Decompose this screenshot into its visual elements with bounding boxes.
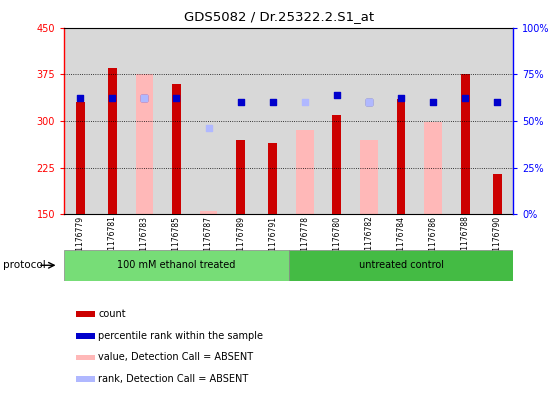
Bar	[397, 99, 406, 214]
Point	[76, 95, 85, 101]
Point	[268, 99, 277, 105]
Bar	[76, 333, 95, 339]
Point	[108, 95, 117, 101]
Text: value, Detection Call = ABSENT: value, Detection Call = ABSENT	[98, 353, 253, 362]
Text: rank, Detection Call = ABSENT: rank, Detection Call = ABSENT	[98, 374, 248, 384]
Text: percentile rank within the sample: percentile rank within the sample	[98, 331, 263, 341]
Bar	[417, 28, 449, 214]
Text: protocol: protocol	[3, 260, 46, 270]
Bar	[333, 115, 341, 214]
Bar	[296, 130, 314, 214]
Bar	[76, 376, 95, 382]
Bar	[289, 28, 321, 214]
Point	[140, 95, 149, 101]
Bar	[64, 250, 289, 281]
Point	[461, 95, 470, 101]
Text: 100 mM ethanol treated: 100 mM ethanol treated	[117, 260, 235, 270]
Bar	[493, 174, 502, 214]
Point	[397, 95, 406, 101]
Point	[140, 95, 149, 101]
Bar	[289, 250, 513, 281]
Bar	[321, 28, 353, 214]
Bar	[200, 211, 218, 214]
Point	[236, 99, 245, 105]
Bar	[360, 140, 378, 214]
Point	[204, 125, 213, 131]
Bar	[136, 74, 153, 214]
Bar	[257, 28, 289, 214]
Bar	[161, 28, 193, 214]
Bar	[461, 74, 470, 214]
Bar	[385, 28, 417, 214]
Bar	[193, 28, 224, 214]
Point	[364, 99, 373, 105]
Point	[300, 99, 309, 105]
Bar	[76, 311, 95, 317]
Bar	[268, 143, 277, 214]
Bar	[353, 28, 385, 214]
Point	[333, 92, 341, 98]
Bar	[449, 28, 481, 214]
Bar	[108, 68, 117, 214]
Bar	[128, 28, 161, 214]
Point	[172, 95, 181, 101]
Bar	[236, 140, 245, 214]
Bar	[97, 28, 128, 214]
Point	[429, 99, 437, 105]
Text: untreated control: untreated control	[359, 260, 444, 270]
Point	[364, 99, 373, 105]
Point	[493, 99, 502, 105]
Bar	[76, 354, 95, 360]
Bar	[64, 28, 96, 214]
Bar	[424, 122, 442, 214]
Text: GDS5082 / Dr.25322.2.S1_at: GDS5082 / Dr.25322.2.S1_at	[184, 10, 374, 23]
Bar	[224, 28, 257, 214]
Bar	[481, 28, 513, 214]
Bar	[172, 84, 181, 214]
Text: count: count	[98, 309, 126, 319]
Bar	[76, 102, 85, 214]
